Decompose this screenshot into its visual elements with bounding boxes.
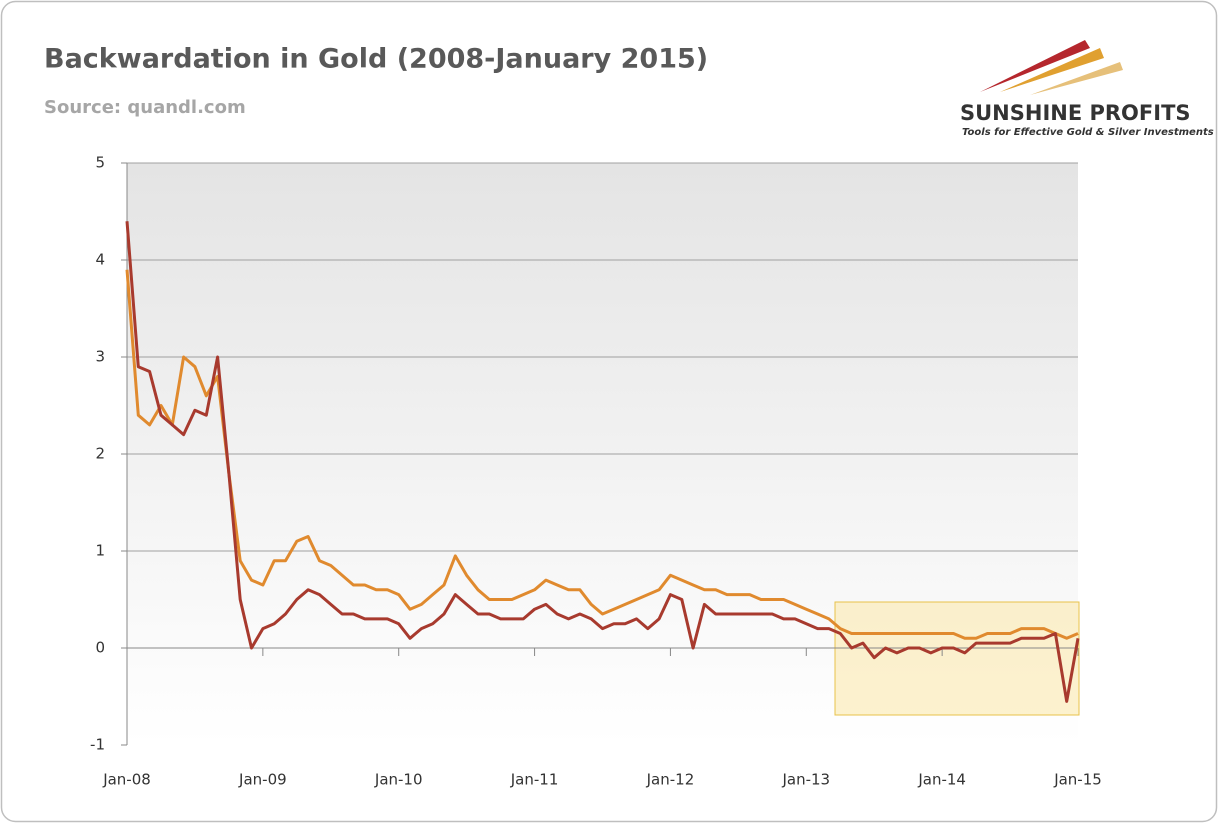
y-tick-label: -1 <box>90 736 105 754</box>
y-tick-label: 2 <box>95 445 105 463</box>
y-tick-label: 0 <box>95 639 105 657</box>
logo-streak <box>1030 62 1123 95</box>
x-tick-label: Jan-12 <box>646 771 695 789</box>
y-tick-label: 5 <box>95 154 105 172</box>
logo-streak <box>1000 48 1104 92</box>
series-line <box>125 221 1080 703</box>
y-tick-label: 4 <box>95 251 105 269</box>
chart-subtitle: Source: quandl.com <box>44 97 246 118</box>
highlight-box <box>834 601 1080 716</box>
x-tick-label: Jan-10 <box>374 771 423 789</box>
x-tick-label: Jan-13 <box>781 771 830 789</box>
logo-tagline: Tools for Effective Gold & Silver Invest… <box>962 127 1214 138</box>
logo: SUNSHINE PROFITS Tools for Effective Gol… <box>960 40 1214 138</box>
x-tick-label: Jan-14 <box>917 771 966 789</box>
logo-name: SUNSHINE PROFITS <box>960 101 1191 125</box>
series-line <box>125 269 1079 640</box>
x-tick-label: Jan-11 <box>510 771 559 789</box>
y-tick-label: 3 <box>95 348 105 366</box>
chart-title: Backwardation in Gold (2008-January 2015… <box>44 44 708 75</box>
y-tick-label: 1 <box>95 542 105 560</box>
x-tick-label: Jan-15 <box>1053 771 1102 789</box>
x-tick-label: Jan-08 <box>102 771 151 789</box>
logo-streak <box>980 40 1090 92</box>
x-tick-label: Jan-09 <box>238 771 287 789</box>
